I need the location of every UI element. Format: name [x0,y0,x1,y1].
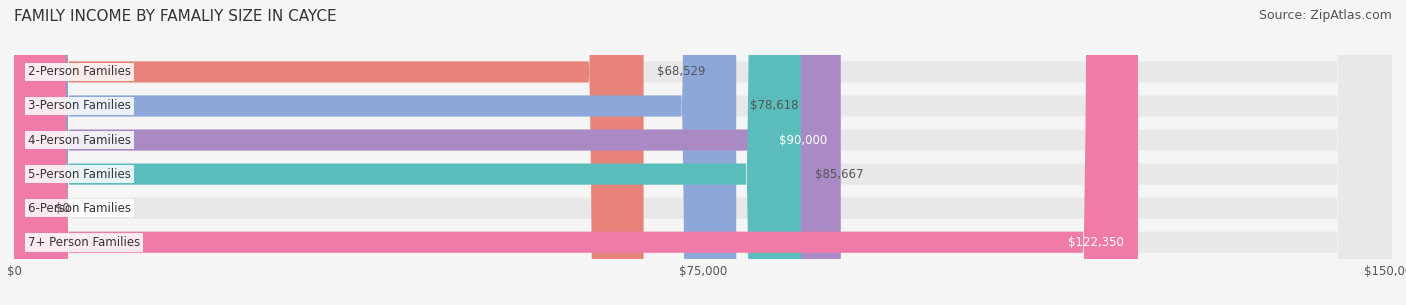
Text: Source: ZipAtlas.com: Source: ZipAtlas.com [1258,9,1392,22]
Text: $0: $0 [55,202,70,215]
Text: $90,000: $90,000 [779,134,827,146]
Text: $78,618: $78,618 [749,99,799,113]
Text: 7+ Person Families: 7+ Person Families [28,236,141,249]
FancyBboxPatch shape [14,0,1137,305]
FancyBboxPatch shape [14,0,737,305]
FancyBboxPatch shape [14,0,801,305]
Text: 6-Person Families: 6-Person Families [28,202,131,215]
FancyBboxPatch shape [14,0,1392,305]
Text: 4-Person Families: 4-Person Families [28,134,131,146]
FancyBboxPatch shape [14,0,1392,305]
Text: $68,529: $68,529 [658,66,706,78]
Text: FAMILY INCOME BY FAMALIY SIZE IN CAYCE: FAMILY INCOME BY FAMALIY SIZE IN CAYCE [14,9,336,24]
FancyBboxPatch shape [14,0,42,305]
FancyBboxPatch shape [14,0,1392,305]
Text: 5-Person Families: 5-Person Families [28,168,131,181]
Text: 3-Person Families: 3-Person Families [28,99,131,113]
FancyBboxPatch shape [14,0,841,305]
FancyBboxPatch shape [14,0,1392,305]
Text: $122,350: $122,350 [1069,236,1125,249]
Text: 2-Person Families: 2-Person Families [28,66,131,78]
FancyBboxPatch shape [14,0,644,305]
Text: $85,667: $85,667 [814,168,863,181]
FancyBboxPatch shape [14,0,1392,305]
FancyBboxPatch shape [14,0,1392,305]
